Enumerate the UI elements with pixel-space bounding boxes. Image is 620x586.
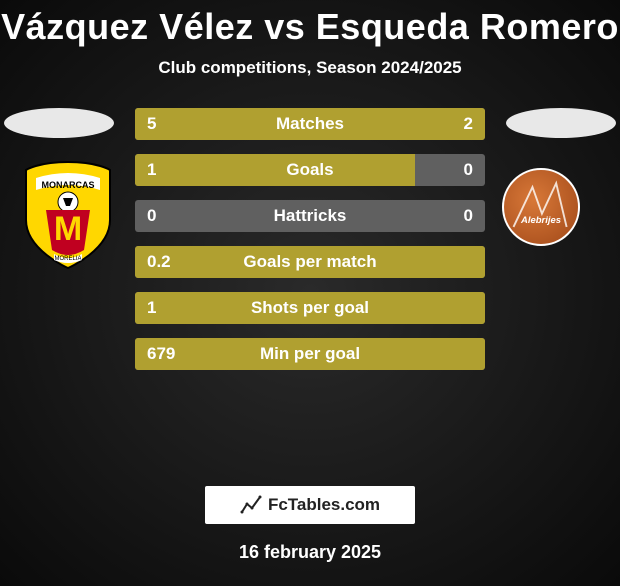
stat-label: Shots per goal [135, 292, 485, 324]
stat-value-left: 0 [147, 200, 156, 232]
comparison-date: 16 february 2025 [0, 542, 620, 563]
comparison-subtitle: Club competitions, Season 2024/2025 [0, 58, 620, 78]
infographic-root: Vázquez Vélez vs Esqueda Romero Club com… [0, 6, 620, 563]
stat-label: Matches [135, 108, 485, 140]
player-shadow-left [4, 108, 114, 138]
fctables-brand: FcTables.com [205, 486, 415, 524]
stat-row: Goals1 0 [135, 154, 485, 186]
stat-label: Hattricks [135, 200, 485, 232]
stat-label: Goals per match [135, 246, 485, 278]
comparison-title: Vázquez Vélez vs Esqueda Romero [0, 6, 620, 48]
svg-text:M: M [54, 210, 82, 248]
stat-value-left: 0.2 [147, 246, 171, 278]
stat-bars: Matches52Goals10Hattricks00Goals per mat… [135, 108, 485, 384]
stat-row: Shots per goal1 [135, 292, 485, 324]
stat-row: Matches5 2 [135, 108, 485, 140]
stat-value-right: 0 [464, 154, 473, 186]
stat-row: Goals per match0.2 [135, 246, 485, 278]
club-logo-right: Alebrijes [502, 168, 602, 246]
stat-value-right: 0 [464, 200, 473, 232]
stat-value-left: 5 [147, 108, 156, 140]
club-logo-left: MONARCAS M MORELIA [18, 160, 118, 270]
content-area: MONARCAS M MORELIA Alebrijes Matches5 2 Go… [0, 108, 620, 468]
stat-row: Hattricks0 0 [135, 200, 485, 232]
stat-value-right: 2 [464, 108, 473, 140]
svg-text:Alebrijes: Alebrijes [520, 215, 561, 226]
stat-label: Min per goal [135, 338, 485, 370]
stat-value-left: 1 [147, 292, 156, 324]
svg-text:MORELIA: MORELIA [54, 256, 81, 262]
player-shadow-right [506, 108, 616, 138]
brand-label: FcTables.com [268, 495, 380, 515]
monarcas-shield-icon: MONARCAS M MORELIA [18, 160, 118, 270]
stat-value-left: 1 [147, 154, 156, 186]
chart-icon [240, 494, 262, 516]
svg-text:MONARCAS: MONARCAS [42, 180, 95, 190]
stat-value-left: 679 [147, 338, 175, 370]
stat-row: Min per goal679 [135, 338, 485, 370]
alebrijes-badge-icon: Alebrijes [502, 168, 580, 246]
stat-label: Goals [135, 154, 485, 186]
